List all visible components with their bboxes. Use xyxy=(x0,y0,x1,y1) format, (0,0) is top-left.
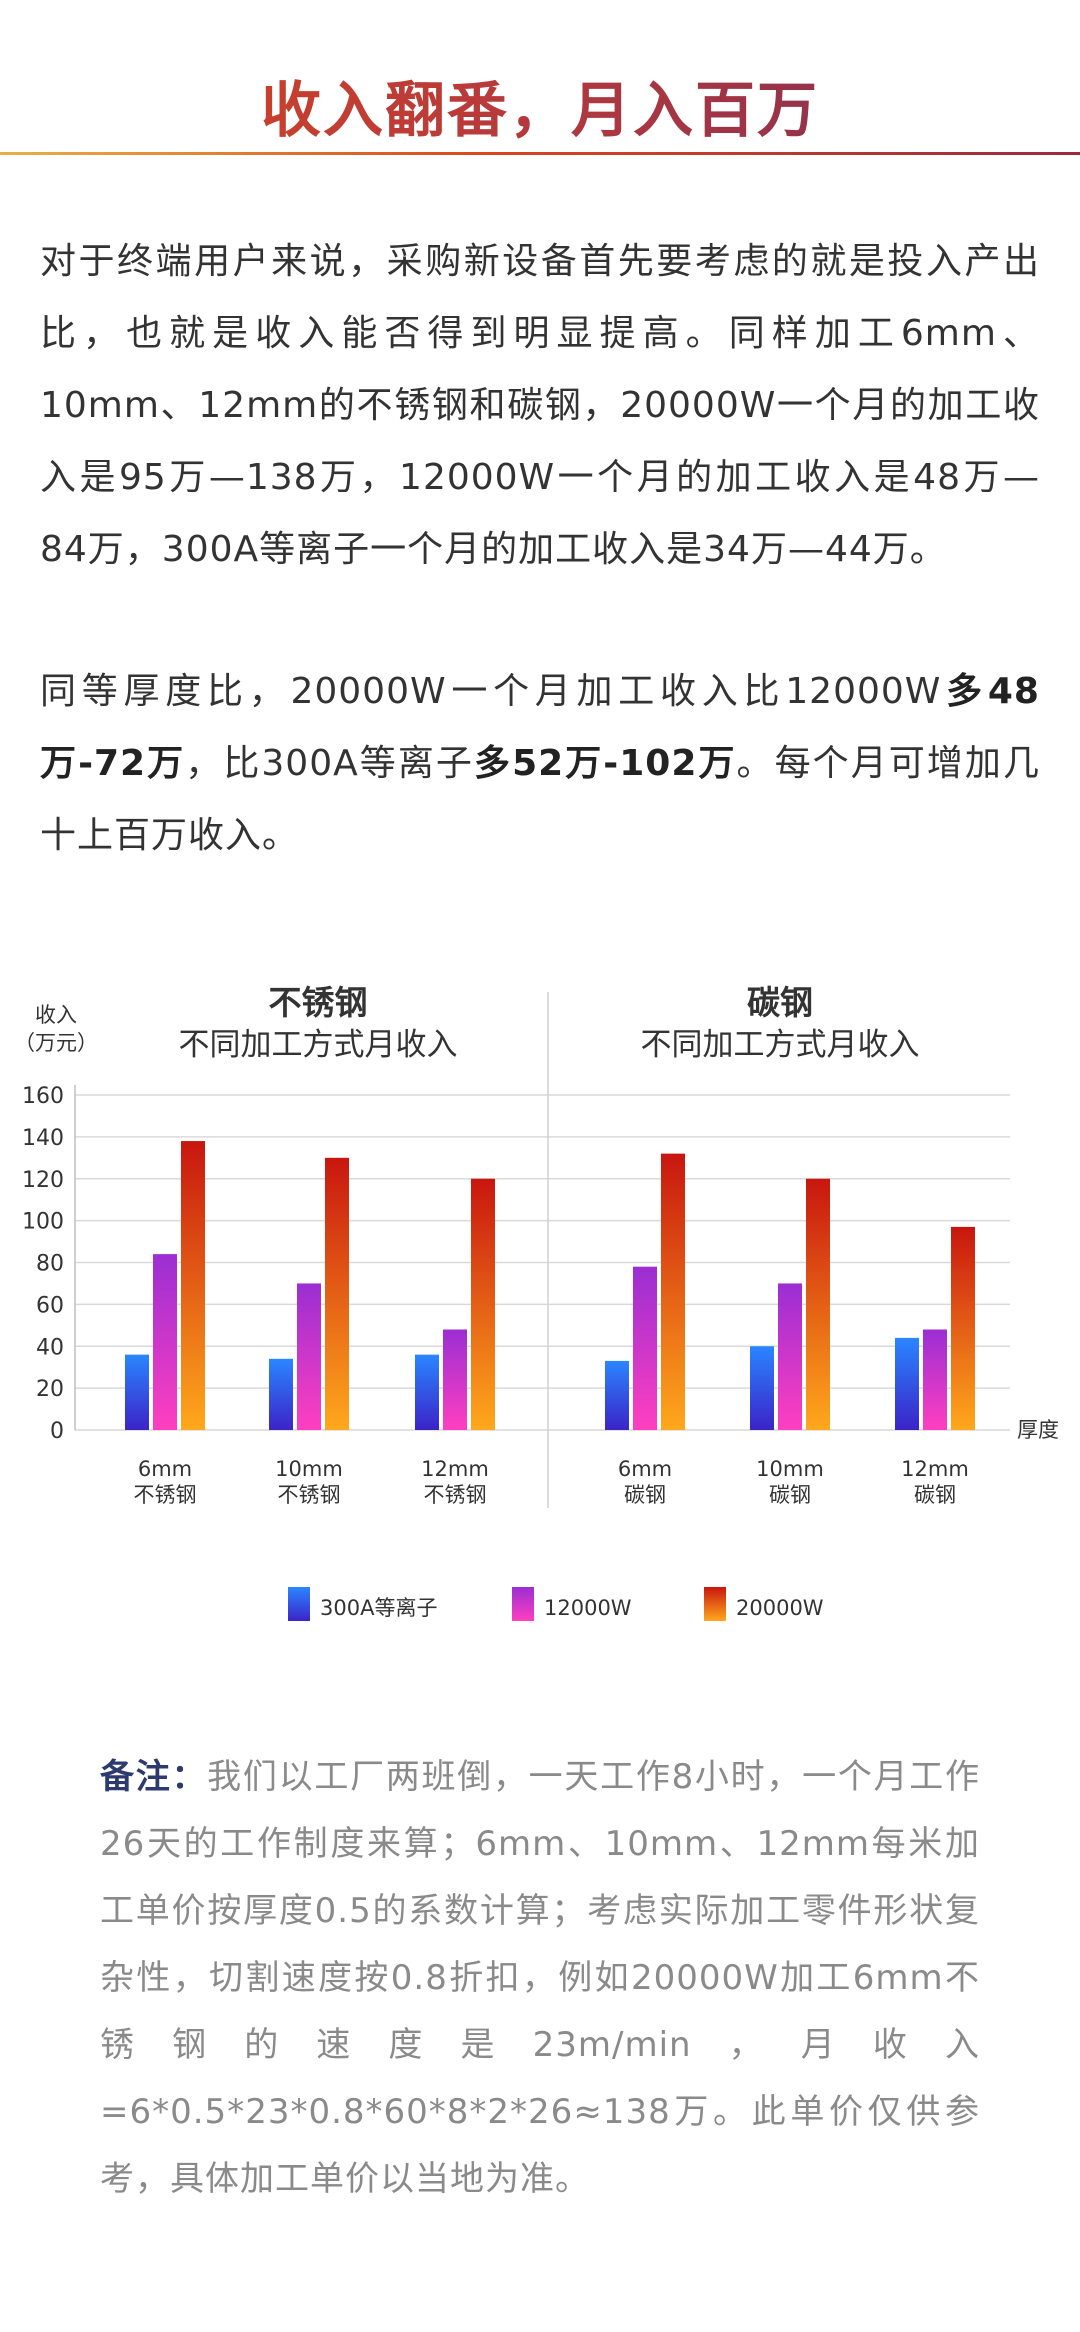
x-tick-label: 碳钢 xyxy=(769,1483,811,1507)
panel-title: 不锈钢 xyxy=(269,983,368,1022)
legend-swatch xyxy=(512,1587,534,1621)
page-title: 收入翻番，月入百万 xyxy=(0,62,1080,149)
comparison-text-3: 。每个月可增加几十上百万收入。 xyxy=(40,743,1041,856)
comparison-highlight-1: 多48万-72万 xyxy=(40,671,1040,784)
bar-20000W-6mm不锈钢 xyxy=(181,1141,205,1430)
x-tick-label: 12mm xyxy=(901,1457,969,1481)
bar-20000W-10mm不锈钢 xyxy=(325,1157,349,1430)
bar-300A等离子-12mm不锈钢 xyxy=(415,1354,439,1430)
bar-12000W-6mm不锈钢 xyxy=(153,1254,177,1430)
bar-300A等离子-6mm不锈钢 xyxy=(125,1354,149,1430)
note-text: 我们以工厂两班倒，一天工作8小时，一个月工作26天的工作制度来算；6mm、10m… xyxy=(100,1757,980,2199)
chart-labels: 020406080100120140160收入（万元）厚度不锈钢不同加工方式月收… xyxy=(14,983,1059,1507)
bar-12000W-10mm不锈钢 xyxy=(297,1283,321,1430)
bar-20000W-12mm碳钢 xyxy=(951,1226,975,1430)
note-label: 备注： xyxy=(100,1757,208,1797)
legend-label: 20000W xyxy=(736,1596,824,1620)
bar-300A等离子-6mm碳钢 xyxy=(605,1360,629,1430)
comparison-text-1: 同等厚度比，20000W一个月加工收入比12000W xyxy=(40,671,942,712)
chart-grid xyxy=(75,1094,1010,1431)
x-tick-label: 碳钢 xyxy=(624,1483,666,1507)
x-tick-label: 10mm xyxy=(756,1457,824,1481)
income-chart: 020406080100120140160收入（万元）厚度不锈钢不同加工方式月收… xyxy=(14,983,1059,1621)
panel-title: 碳钢 xyxy=(747,983,813,1022)
bar-12000W-12mm碳钢 xyxy=(923,1329,947,1430)
bar-12000W-10mm碳钢 xyxy=(778,1283,802,1430)
y-tick-label: 0 xyxy=(50,1419,64,1444)
y-tick-label: 100 xyxy=(22,1210,64,1235)
note-paragraph: 备注：我们以工厂两班倒，一天工作8小时，一个月工作26天的工作制度来算；6mm、… xyxy=(100,1744,980,2213)
bar-300A等离子-10mm不锈钢 xyxy=(269,1358,293,1430)
chart-legend: 300A等离子 12000W 20000W xyxy=(288,1587,824,1621)
bar-20000W-6mm碳钢 xyxy=(661,1153,685,1430)
y-tick-label: 20 xyxy=(36,1377,64,1402)
chart-bars xyxy=(125,1141,975,1430)
bar-12000W-12mm不锈钢 xyxy=(443,1329,467,1430)
comparison-paragraph: 同等厚度比，20000W一个月加工收入比12000W多48万-72万，比300A… xyxy=(40,656,1040,872)
header-divider xyxy=(0,152,1080,155)
panel-subtitle: 不同加工方式月收入 xyxy=(179,1027,458,1063)
y-tick-label: 120 xyxy=(22,1168,64,1193)
legend-swatch xyxy=(288,1587,310,1621)
bar-20000W-10mm碳钢 xyxy=(806,1178,830,1430)
y-tick-label: 40 xyxy=(36,1335,64,1360)
legend-label: 300A等离子 xyxy=(320,1596,437,1620)
y-tick-label: 160 xyxy=(22,1084,64,1109)
bar-300A等离子-10mm碳钢 xyxy=(750,1346,774,1430)
header: 收入翻番，月入百万 xyxy=(0,0,1080,156)
x-tick-label: 不锈钢 xyxy=(134,1483,197,1507)
intro-paragraph: 对于终端用户来说，采购新设备首先要考虑的就是投入产出比，也就是收入能否得到明显提… xyxy=(40,241,1040,570)
comparison-text-2: ，比300A等离子 xyxy=(185,743,474,784)
y-tick-label: 140 xyxy=(22,1126,64,1151)
chart-axes xyxy=(74,992,549,1508)
x-tick-label: 10mm xyxy=(275,1457,343,1481)
comparison-highlight-2: 多52万-102万 xyxy=(474,743,737,784)
x-axis-label: 厚度 xyxy=(1017,1418,1059,1442)
x-tick-label: 12mm xyxy=(421,1457,489,1481)
y-tick-label: 80 xyxy=(36,1252,64,1277)
bar-12000W-6mm碳钢 xyxy=(633,1266,657,1430)
y-axis-label: 收入 xyxy=(35,1003,77,1027)
x-tick-label: 不锈钢 xyxy=(278,1483,341,1507)
y-axis-unit: （万元） xyxy=(14,1031,98,1055)
bar-300A等离子-12mm碳钢 xyxy=(895,1337,919,1430)
legend-swatch xyxy=(704,1587,726,1621)
y-tick-label: 60 xyxy=(36,1293,64,1318)
x-tick-label: 6mm xyxy=(138,1457,192,1481)
x-tick-label: 碳钢 xyxy=(914,1483,956,1507)
bar-20000W-12mm不锈钢 xyxy=(471,1178,495,1430)
legend-label: 12000W xyxy=(544,1596,632,1620)
panel-subtitle: 不同加工方式月收入 xyxy=(641,1027,920,1063)
x-tick-label: 不锈钢 xyxy=(424,1483,487,1507)
x-tick-label: 6mm xyxy=(618,1457,672,1481)
